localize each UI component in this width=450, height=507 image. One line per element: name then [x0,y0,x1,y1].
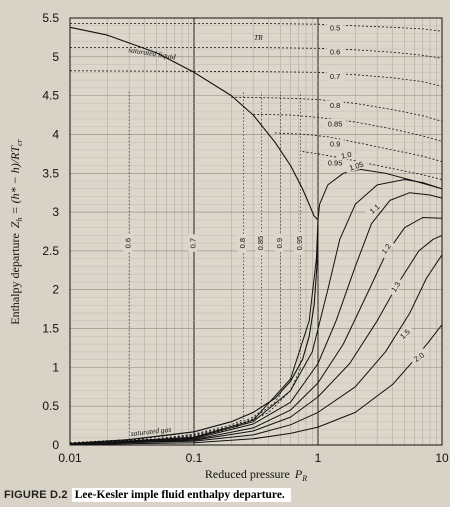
liquid-isotherm-label-bg [326,71,344,81]
tick-labels: 0.01 0.1 1 10 0 0.5 1 1.5 2 2.5 3 3.5 4 4.5 5 5.5 [42,11,449,465]
supercritical-isotherm-label-bg [364,199,384,218]
liquid-isotherm-label: 0.7 [330,72,340,81]
y-tick-label: 1 [52,360,59,374]
curves [69,23,443,446]
gas-isotherm-0.6 [69,439,130,444]
gas-isotherm-label-bg [237,234,247,252]
supercritical-isotherm-label: 1.05 [348,160,365,173]
gas-isotherm-0.9 [69,393,282,445]
gas-isotherm-label: 0.9 [275,238,284,248]
y-tick-label: 0.5 [42,399,59,413]
supercritical-isotherm-label-bg [336,148,356,161]
supercritical-isotherm-label-bg [386,276,404,297]
liquid-isotherm-label-bg [326,22,344,32]
enthalpy-departure-chart: 0.50.60.70.80.850.90.950.6 0.7 0.8 0.85 0.9 0… [8,11,449,483]
x-axis-title: Reduced pressure PR [205,467,307,483]
liquid-isotherm-0.95 [302,151,443,180]
figure-number: FIGURE D.2 [4,488,68,501]
liquid-isotherm-label-bg [324,119,347,128]
supercritical-isotherm-1.05 [69,179,443,445]
gas-isotherm-label-bg [123,234,133,252]
gas-isotherm-label-bg [188,234,197,252]
liquid-isotherm-label-bg [326,139,344,149]
supercritical-isotherm-1.1 [69,192,443,445]
supercritical-isotherm-label-bg [395,324,414,344]
y-tick-label: 3.5 [42,166,59,180]
liquid-isotherm-0.9 [274,132,443,162]
y-tick-label: 1.5 [42,322,59,336]
liquid-isotherm-label: 0.8 [330,101,340,110]
x-tick-label: 1 [315,451,322,465]
liquid-isotherm-label: 0.9 [330,140,340,149]
gas-isotherm-label: 0.8 [238,238,247,248]
supercritical-isotherm-1.5 [69,254,443,445]
caption-text: Lee-Kesler imple fluid enthalpy departur… [71,487,291,502]
liquid-isotherm-label: 0.85 [328,120,343,129]
liquid-isotherm-0.5 [70,23,443,32]
gas-isotherm-label: 0.7 [189,238,198,248]
supercritical-isotherm-label-bg [377,238,395,259]
supercritical-isotherm-label-bg [409,348,429,366]
gas-isotherm-label-bg [294,232,304,255]
liquid-isotherm-label: 0.5 [330,23,340,32]
figure-caption: FIGURE D.2 Lee-Kesler imple fluid enthal… [4,486,291,503]
x-tick-label: 0.01 [58,451,82,465]
liquid-isotherm-label-bg [326,100,344,110]
plot-area [70,18,442,445]
liquid-isotherm-0.6 [70,47,443,59]
plot-frame [69,17,443,446]
y-tick-label: 2 [52,283,59,297]
y-axis-title: Enthalpy departureZh= (h* − h)/RTcr [8,138,24,324]
gas-isotherm-label-bg [255,232,265,255]
y-tick-label: 4.5 [42,89,59,103]
y-tick-label: 3 [52,205,59,219]
reduced-temperature-annotation: TR [254,33,263,42]
y-tick-label: 4 [52,127,59,141]
liquid-isotherm-label-bg [326,46,344,56]
supercritical-isotherm-label-bg [344,157,369,174]
supercritical-isotherm-1.2 [69,217,443,445]
gas-isotherm-label: 0.95 [295,236,304,251]
saturated-gas-annotation: saturated gas [130,425,171,438]
liquid-isotherm-0.8 [231,96,443,122]
supercritical-isotherm-label: 1.0 [340,150,352,161]
gas-isotherm-label-bg [274,234,284,252]
liquid-isotherm-0.7 [69,70,443,87]
y-tick-label: 5 [52,50,59,64]
liquid-isotherm-label: 0.6 [330,47,340,56]
supercritical-isotherm-1.0 [69,168,443,445]
curve-labels: 0.5 0.6 0.7 0.8 0.85 0.9 0.95 0.6 0.7 0.8 0.85 0.9 0… [123,22,429,366]
liquid-isotherm-label-bg [324,157,347,167]
gas-isotherm-label: 0.85 [256,236,265,251]
x-tick-label: 0.1 [186,451,203,465]
supercritical-isotherm-1.3 [69,234,443,445]
y-tick-label: 5.5 [42,11,59,25]
liquid-isotherm-label: 0.95 [328,158,343,167]
y-tick-label: 2.5 [42,244,59,258]
saturated-liquid-curve [69,26,319,221]
x-tick-label: 10 [435,451,449,465]
y-tick-label: 0 [52,438,59,452]
liquid-isotherm-0.85 [253,113,443,142]
gas-isotherm-label: 0.6 [124,238,133,248]
